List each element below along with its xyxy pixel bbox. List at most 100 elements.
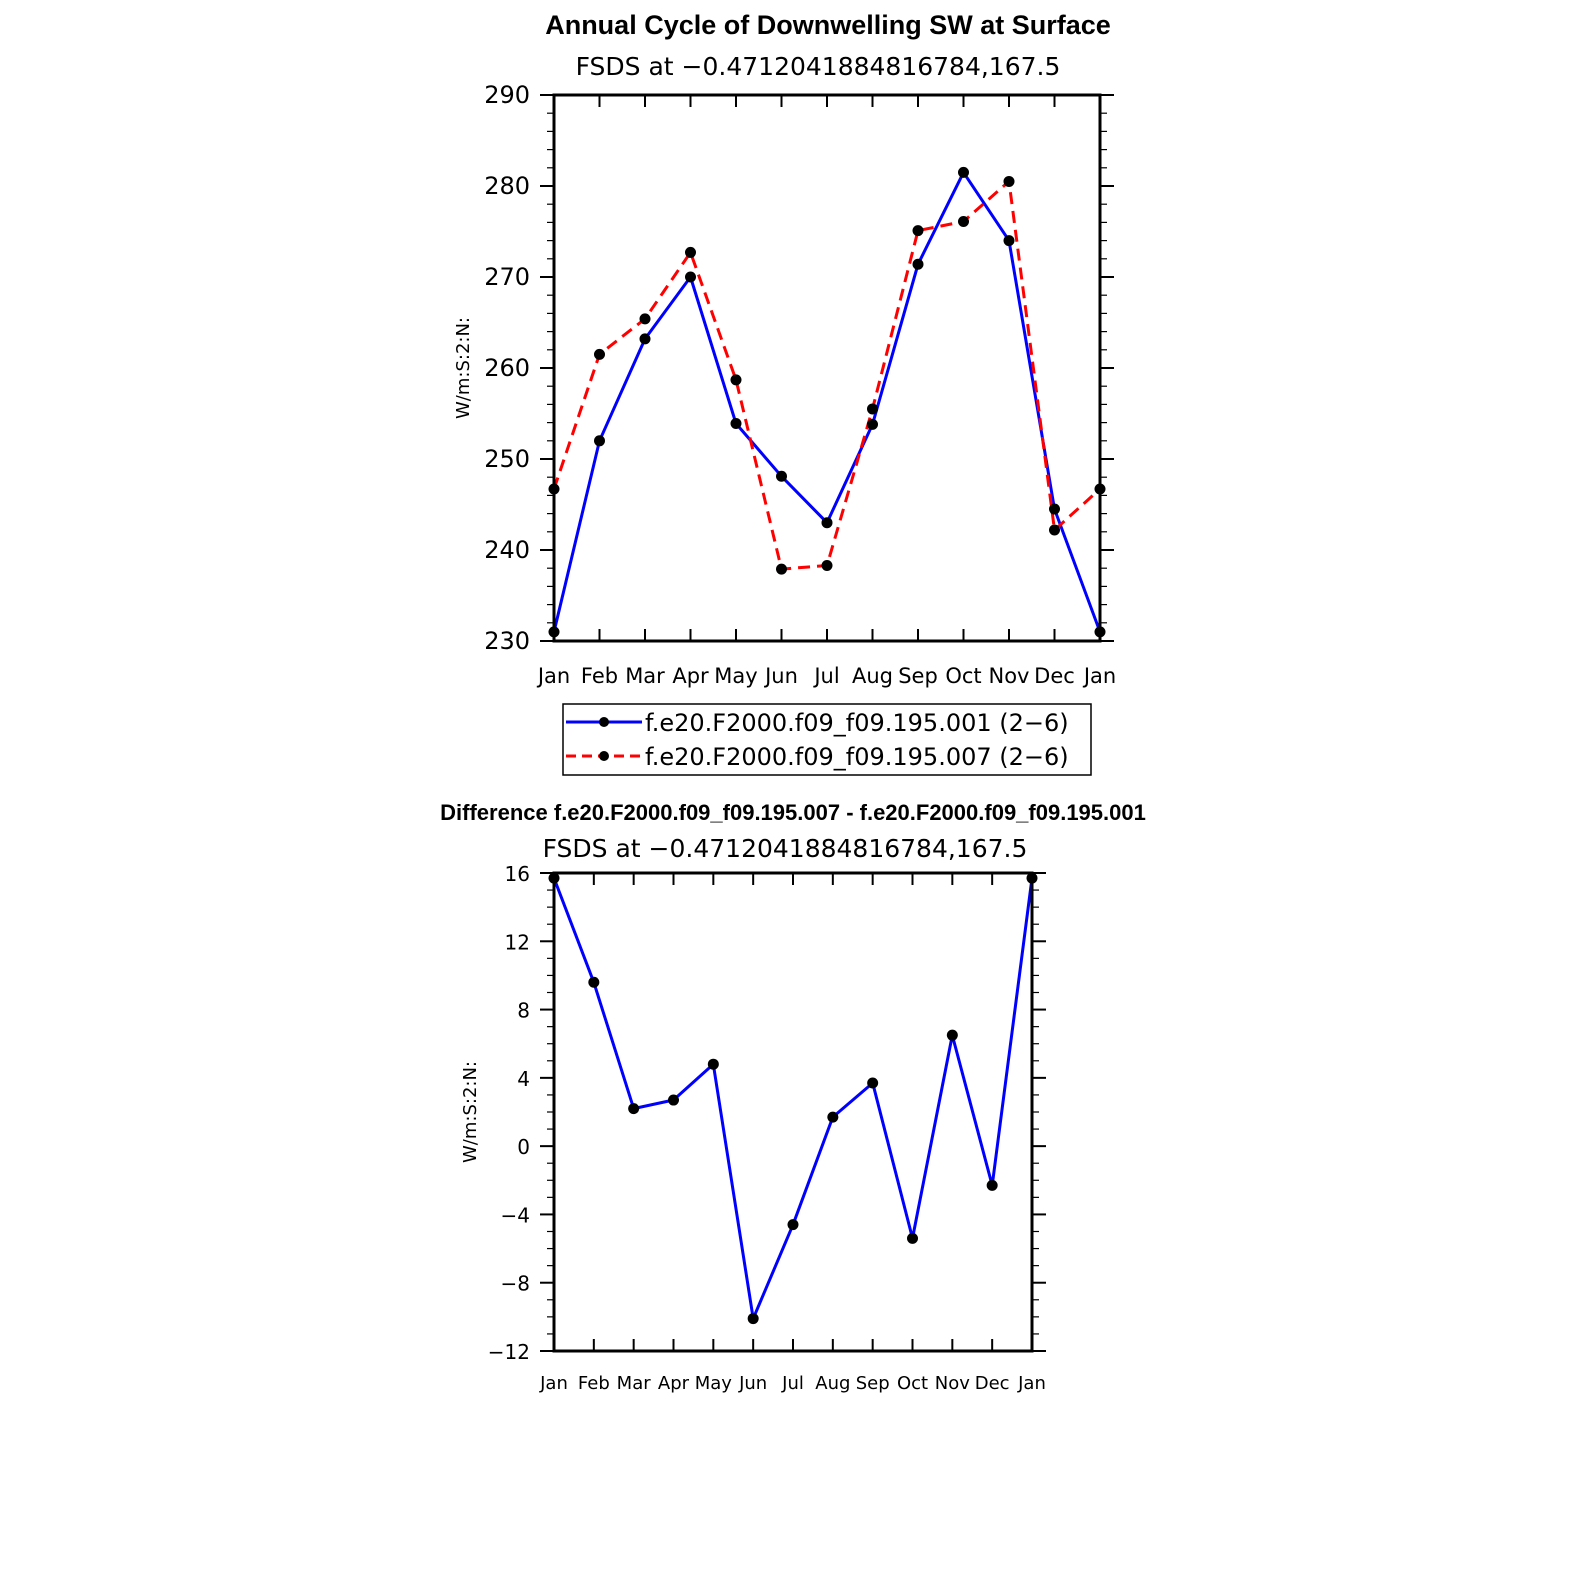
series-line-2 [552,179,1102,571]
series-1-point [668,1094,679,1106]
difference-ylabel: W/m:S:2:N: [460,1061,481,1163]
x-tick-label: Aug [852,664,893,688]
x-tick-label: Jan [539,1373,568,1394]
y-tick-label: −4 [501,1203,530,1227]
series-2-point [867,403,878,415]
series-2-point [639,313,651,325]
y-tick-label: 260 [484,354,530,382]
annual-cycle-title: Annual Cycle of Downwelling SW at Surfac… [545,10,1111,40]
legend-label-series-1: f.e20.F2000.f09_f09.195.001 (2−6) [645,709,1069,737]
y-tick-label: 290 [484,81,530,109]
series-1-point [787,1219,799,1231]
y-tick-label: 280 [484,172,530,200]
legend-marker-series-2 [599,751,609,761]
series-2-point [685,246,696,258]
x-tick-label: Feb [581,664,618,688]
series-2-point [912,225,924,237]
x-tick-label: Jun [763,664,798,688]
x-tick-label: Mar [625,664,665,688]
annual-cycle-legend: f.e20.F2000.f09_f09.195.001 (2−6) f.e20.… [562,703,1092,776]
series-1-point [946,1029,958,1041]
series-2-point [730,374,742,386]
x-tick-label: Dec [975,1373,1010,1394]
x-tick-label: Feb [578,1373,610,1394]
difference-y-tick-labels: −12 −8 −4 0 4 8 12 16 [488,862,530,1364]
x-tick-label: Aug [815,1373,850,1394]
annual-cycle-plot-frame [552,93,1102,643]
x-tick-label: Jun [738,1373,767,1394]
series-2-point [821,559,833,571]
legend-marker-series-1 [599,717,609,727]
series-1-point [958,166,969,178]
series-1-point [594,435,605,447]
y-tick-label: 12 [505,930,530,954]
y-tick-label: 240 [484,536,530,564]
series-2-point [1003,175,1015,187]
series-1-point [1003,235,1015,247]
series-2-point [1049,524,1060,536]
series-2-point [594,348,605,360]
difference-x-tick-labels: Jan Feb Mar Apr May Jun Jul Aug Sep Oct Nov Dec Jan [539,1373,1046,1394]
difference-axis-ticks [540,872,1046,1352]
y-tick-label: −12 [488,1340,530,1364]
difference-series [548,872,1038,1325]
legend-box [562,703,1092,776]
difference-title: Difference f.e20.F2000.f09_f09.195.007 -… [440,800,1146,825]
series-1-point [588,976,600,988]
x-tick-label: Apr [658,1373,690,1394]
series-1-point [639,333,651,345]
x-tick-label: Jul [812,664,839,688]
x-tick-label: Oct [897,1373,928,1394]
series-1-point [685,271,696,283]
series-1-point [986,1179,998,1191]
x-tick-label: Nov [989,664,1030,688]
x-tick-label: May [714,664,757,688]
annual-cycle-subtitle: FSDS at −0.4712041884816784,167.5 [576,52,1061,81]
y-tick-label: −8 [501,1272,530,1296]
difference-plot-frame [552,871,1034,1353]
annual-cycle-series [548,166,1106,638]
series-line-1 [552,877,1034,1321]
series-1-point [707,1058,719,1070]
difference-panel: Difference f.e20.F2000.f09_f09.195.007 -… [440,800,1146,1394]
series-1-point [912,258,924,270]
annual-cycle-axis-ticks [540,94,1114,642]
series-1-point [867,1077,879,1089]
series-1-point [628,1103,640,1115]
x-tick-label: Apr [672,664,709,688]
annual-cycle-ylabel: W/m:S:2:N: [453,317,474,419]
x-tick-label: Jan [1017,1373,1046,1394]
x-tick-label: May [695,1373,733,1394]
series-2-point [958,215,969,227]
annual-cycle-y-tick-labels: 230 240 250 260 270 280 290 [484,81,530,655]
series-1-point [1049,503,1060,515]
series-2-point [776,563,787,575]
annual-cycle-panel: Annual Cycle of Downwelling SW at Surfac… [453,10,1116,776]
legend-label-series-2: f.e20.F2000.f09_f09.195.007 (2−6) [645,743,1069,771]
x-tick-label: Jan [1082,664,1116,688]
annual-cycle-x-tick-labels: Jan Feb Mar Apr May Jun Jul Aug Sep Oct Nov Dec Jan [536,664,1116,688]
series-1-point [821,517,833,529]
series-1-point [907,1232,918,1244]
series-1-point [747,1313,759,1325]
x-tick-label: Dec [1034,664,1075,688]
x-tick-label: Sep [898,664,938,688]
x-tick-label: Sep [856,1373,890,1394]
y-tick-label: 0 [517,1135,530,1159]
x-tick-label: Mar [617,1373,652,1394]
x-tick-label: Jan [536,664,570,688]
y-tick-label: 230 [484,627,530,655]
y-tick-label: 250 [484,445,530,473]
y-tick-label: 8 [517,999,530,1023]
series-1-point [827,1111,839,1123]
y-tick-label: 16 [505,862,530,886]
y-tick-label: 4 [517,1067,530,1091]
series-1-point [867,418,878,430]
x-tick-label: Jul [781,1373,804,1394]
x-tick-label: Oct [945,664,981,688]
series-1-point [730,418,742,430]
y-tick-label: 270 [484,263,530,291]
difference-subtitle: FSDS at −0.4712041884816784,167.5 [543,834,1028,863]
